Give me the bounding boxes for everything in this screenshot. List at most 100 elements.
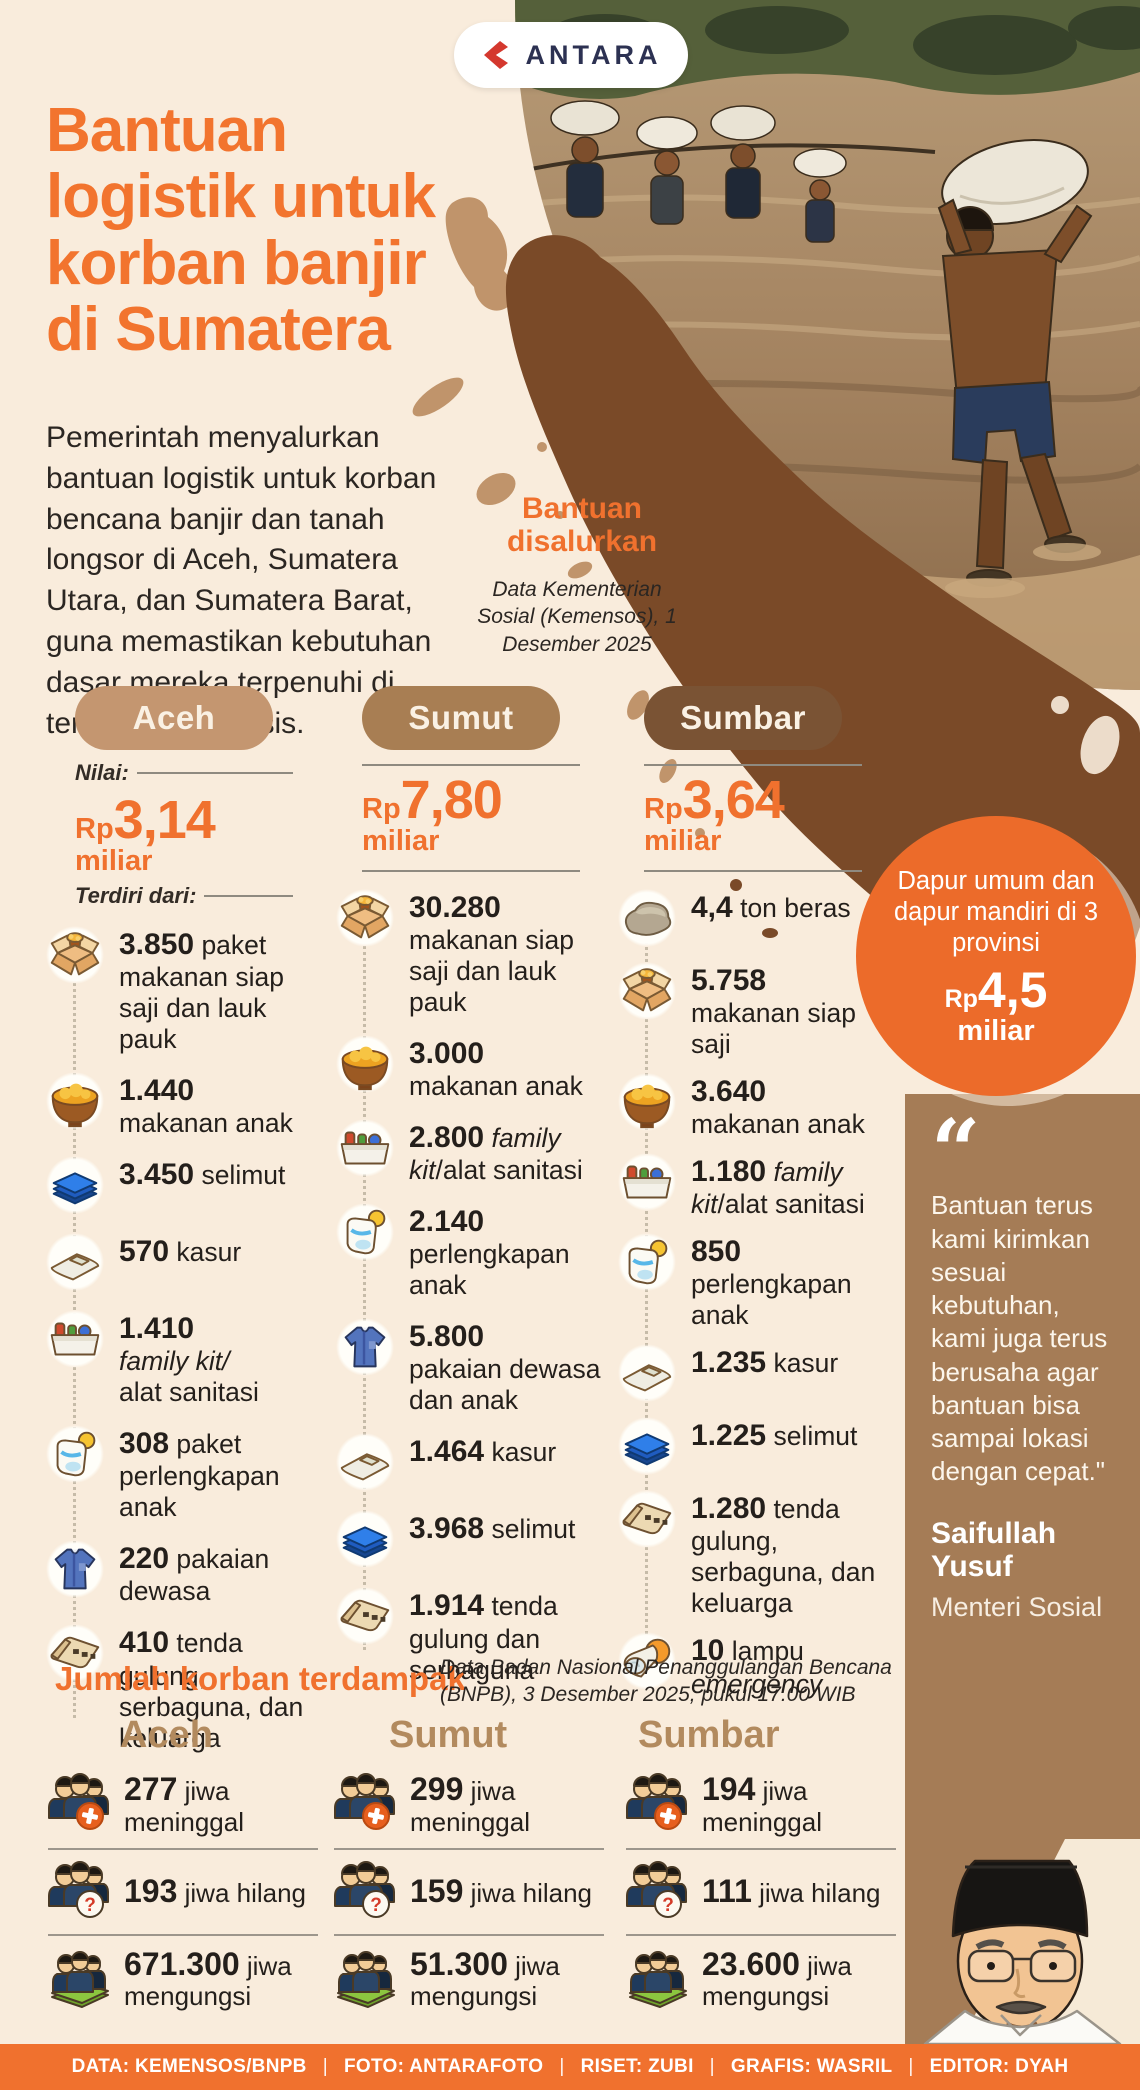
aid-item: 1.225 selimut (616, 1415, 886, 1478)
bowl-icon (616, 1071, 678, 1134)
aid-item-label: 1.464 kasur (409, 1435, 557, 1469)
aid-item: 1.235 kasur (616, 1342, 886, 1405)
province-value: Rp3,64 miliar (644, 770, 785, 857)
babykit-icon (334, 1201, 396, 1264)
victims-row-label: 23.600 jiwa mengungsi (702, 1945, 852, 2012)
aid-item-label: 2.800 family kit/alat sanitasi (409, 1121, 583, 1186)
distribution-label: Bantuan disalurkan (506, 492, 658, 558)
tent-icon (616, 1488, 678, 1551)
aid-item: 3.968 selimut (334, 1508, 604, 1571)
victims-column-sumbar: Sumbar 194 jiwa meninggal 111 jiwa hilang 2… (626, 1714, 896, 2022)
quote-author: Saifullah Yusuf (931, 1516, 1057, 1584)
province-value: Rp7,80 miliar (362, 770, 503, 857)
minister-portrait (923, 1839, 1140, 2044)
victims-province-title: Sumut (389, 1714, 508, 1756)
aid-item-label: 3.000 makanan anak (409, 1037, 583, 1102)
rice-icon (616, 887, 678, 949)
aid-item-label: 308 paket perlengkapan anak (119, 1427, 280, 1523)
shirt-icon (334, 1316, 396, 1379)
bowl-icon (44, 1070, 106, 1133)
aid-column-sumut: Sumut Rp7,80 miliar 30.280 makanan siap sa… (334, 686, 604, 1701)
aid-item-label: 2.140 perlengkapan anak (409, 1205, 570, 1301)
evac-icon (626, 1947, 690, 2011)
victims-row: 159 jiwa hilang (334, 1847, 604, 1934)
aid-item: 30.280 makanan siap saji dan lauk pauk (334, 887, 604, 1018)
dead-icon (48, 1772, 112, 1836)
aid-item-label: 3.640 makanan anak (691, 1075, 865, 1140)
title-line: di Sumatera (46, 294, 391, 364)
tent-icon (334, 1585, 396, 1648)
victims-row: 671.300 jiwa mengungsi (48, 1933, 318, 2023)
title-line: logistik untuk (46, 162, 436, 232)
aid-item-label: 5.800 pakaian dewasa dan anak (409, 1320, 601, 1416)
quote-mark: “ (931, 1101, 981, 1202)
evac-icon (48, 1947, 112, 2011)
aid-item-label: 4,4 ton beras (691, 891, 851, 924)
victims-row: 277 jiwa meninggal (48, 1761, 318, 1848)
aid-item: 850 perlengkapan anak (616, 1231, 886, 1331)
babykit-icon (616, 1231, 678, 1294)
victims-province-title: Aceh (120, 1714, 213, 1756)
kitchen-text: Dapur umum dan dapur mandiri di 3 provin… (893, 866, 1099, 958)
kitchen-budget-badge: Dapur umum dan dapur mandiri di 3 provin… (856, 816, 1136, 1096)
box-icon (616, 960, 678, 1022)
aid-item: 1.464 kasur (334, 1431, 604, 1494)
victims-row-label: 159 jiwa hilang (410, 1873, 593, 1910)
title-line: Bantuan (46, 96, 288, 165)
aid-item-label: 850 perlengkapan anak (691, 1235, 852, 1331)
aid-item: 3.850 paket makanan siap saji dan lauk p… (44, 924, 314, 1055)
aid-item-label: 3.968 selimut (409, 1512, 576, 1546)
missing-icon (48, 1860, 112, 1924)
box-icon (44, 924, 106, 986)
value-block: Rp3,64 miliar (644, 764, 862, 872)
victims-row: 111 jiwa hilang (626, 1847, 896, 1934)
aid-item-label: 3.850 paket makanan siap saji dan lauk p… (119, 928, 284, 1055)
blanket-icon (616, 1415, 678, 1478)
aid-item: 5.800 pakaian dewasa dan anak (334, 1316, 604, 1416)
credit-separator: | (908, 2056, 914, 2077)
victims-heading: Jumlah korban terdampak (55, 1660, 466, 1697)
credits-footer: DATA: KEMENSOS/BNPB | FOTO: ANTARAFOTO | RIS… (0, 2044, 1140, 2090)
victims-row-label: 671.300 jiwa mengungsi (124, 1945, 292, 2012)
aid-item-label: 3.450 selimut (119, 1158, 286, 1192)
antara-logo-text: ANTARA (525, 39, 662, 70)
bowl-icon (334, 1033, 396, 1096)
aid-item: 1.280 tenda gulung, serbaguna, dan kelua… (616, 1488, 886, 1619)
aid-item-list: 30.280 makanan siap saji dan lauk pauk 3.… (334, 887, 604, 1686)
kitchen-amount: 4,5 (977, 962, 1048, 1019)
aid-item-label: 1.440 makanan anak (119, 1074, 293, 1139)
mattress-icon (44, 1231, 106, 1294)
kitchen-value: Rp4,5 miliar (945, 965, 1048, 1046)
aid-item-label: 570 kasur (119, 1235, 242, 1269)
victims-row-label: 299 jiwa meninggal (410, 1771, 530, 1837)
antara-logo-icon (483, 41, 508, 69)
province-value: Rp3,14 miliar (75, 790, 216, 877)
antara-logo: ANTARA (454, 22, 688, 88)
victims-row-label: 51.300 jiwa mengungsi (410, 1945, 560, 2012)
victims-column-sumut: Sumut 299 jiwa meninggal 159 jiwa hilang 51… (334, 1714, 604, 2022)
aid-item: 3.450 selimut (44, 1154, 314, 1217)
title-line: korban banjir (46, 228, 427, 298)
shirt-icon (44, 1538, 106, 1601)
missing-icon (334, 1860, 398, 1924)
aid-item-list: 3.850 paket makanan siap saji dan lauk p… (44, 924, 314, 1754)
aid-item: 4,4 ton beras (616, 887, 886, 949)
victims-row: 299 jiwa meninggal (334, 1761, 604, 1848)
aid-item: 1.180 family kit/alat sanitasi (616, 1151, 886, 1220)
victims-column-aceh: Aceh 277 jiwa meninggal 193 jiwa hilang 671… (48, 1714, 318, 2022)
aid-item-list: 4,4 ton beras 5.758 makanan siap saji 3.64… (616, 887, 886, 1700)
aid-item: 1.440 makanan anak (44, 1070, 314, 1139)
babykit-icon (44, 1423, 106, 1486)
victims-row: 194 jiwa meninggal (626, 1761, 896, 1848)
aid-item-label: 220 pakaian dewasa (119, 1542, 270, 1607)
quote-author-role: Menteri Sosial (931, 1591, 1103, 1622)
blanket-icon (44, 1154, 106, 1217)
familykit-icon (44, 1308, 106, 1371)
evac-icon (334, 1947, 398, 2011)
aid-item: 1.410 family kit/alat sanitasi (44, 1308, 314, 1408)
victims-province-title: Sumbar (638, 1714, 780, 1756)
aid-item-label: 30.280 makanan siap saji dan lauk pauk (409, 891, 574, 1018)
blanket-icon (334, 1508, 396, 1571)
victims-row-label: 277 jiwa meninggal (124, 1771, 244, 1837)
familykit-icon (334, 1117, 396, 1180)
